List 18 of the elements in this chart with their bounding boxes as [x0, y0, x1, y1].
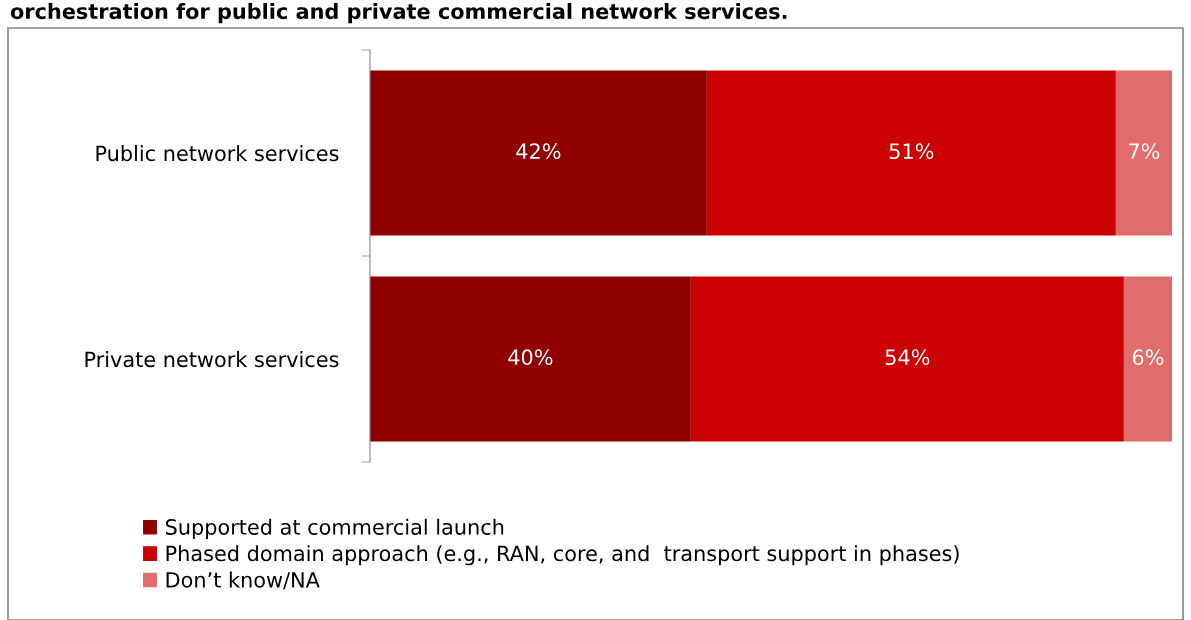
data-label: 40%: [508, 349, 553, 366]
bar: [706, 70, 1116, 236]
legend-label: Phased domain approach (e.g., RAN, core, and transport support in phases): [166, 545, 959, 566]
data-label: 6%: [1132, 349, 1164, 366]
legend-label: Supported at commercial launch: [165, 518, 504, 539]
bar: [370, 70, 707, 236]
legend-label: Don’t know/NA: [166, 571, 320, 590]
bar: [690, 276, 1124, 442]
data-label: 42%: [516, 143, 561, 160]
data-label: 51%: [889, 143, 934, 160]
y-tick-label: Private network services: [85, 351, 339, 368]
bar: [1123, 276, 1172, 442]
data-label: 54%: [885, 349, 930, 366]
chart-title: orchestration for public and private commercial network services.: [10, 3, 787, 24]
y-tick-label: Public network services: [96, 145, 339, 162]
bar: [370, 276, 691, 442]
data-label: 7%: [1129, 143, 1160, 160]
bar: [1115, 70, 1172, 236]
